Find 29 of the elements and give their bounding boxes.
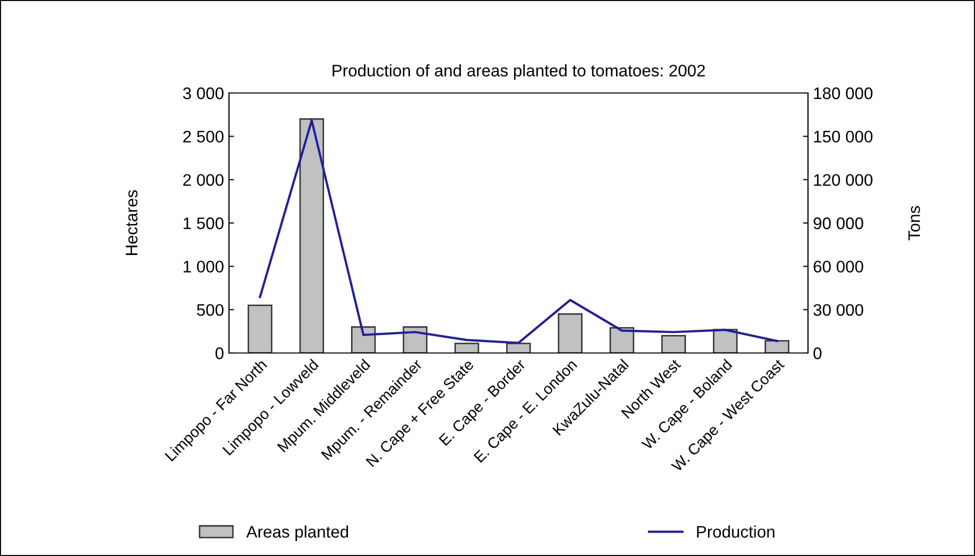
- y2-axis-title: Tons: [908, 206, 920, 240]
- bar: [764, 340, 790, 353]
- y-tick-label: 1 500: [184, 217, 224, 230]
- line-series: [258, 119, 778, 344]
- legend-label: Production: [697, 525, 774, 538]
- bar: [351, 326, 376, 353]
- bar: [558, 313, 583, 353]
- y2-tick-label: 30 000: [813, 304, 864, 316]
- y2-tick-label: 120 000: [814, 174, 872, 186]
- legend-label: Areas planted: [246, 525, 348, 541]
- bar: [610, 327, 634, 353]
- chart-title: Production of and areas planted to tomatoes: 2002: [332, 64, 705, 80]
- y2-tick-label: 90 000: [814, 217, 864, 230]
- y2-tick-label: 180 000: [814, 87, 872, 100]
- bar: [248, 304, 272, 353]
- y-tick-label: 2 500: [183, 130, 224, 143]
- bar: [299, 118, 324, 353]
- bar: [454, 342, 480, 353]
- bar: [661, 334, 686, 353]
- bar: [506, 342, 531, 353]
- y2-tick-label: 0: [814, 347, 822, 360]
- y-tick-label: 500: [197, 304, 224, 316]
- y-axis-title: Hectares: [126, 190, 138, 255]
- y-tick-label: 0: [216, 347, 224, 360]
- y-tick-label: 1 000: [184, 260, 224, 273]
- y2-tick-label: 60 000: [814, 260, 864, 273]
- y-tick-label: 2 000: [183, 174, 224, 186]
- y-tick-label: 3 000: [183, 87, 224, 100]
- y2-tick-label: 150 000: [814, 130, 872, 143]
